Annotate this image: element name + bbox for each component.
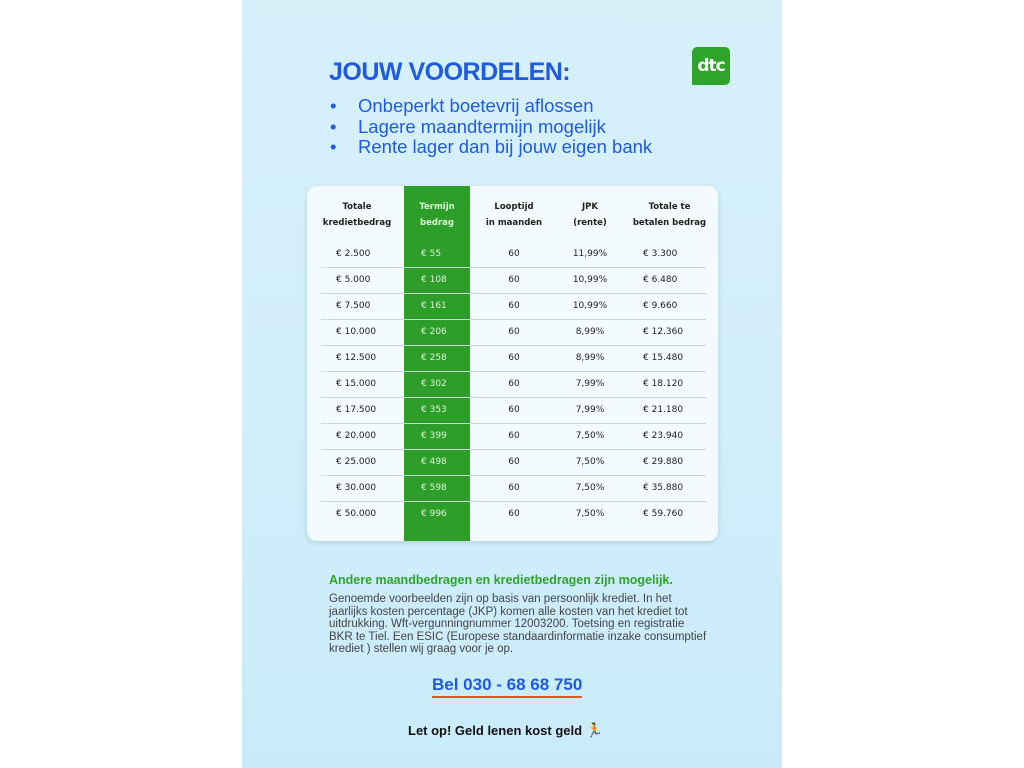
table-cell: € 10.000: [336, 327, 377, 337]
benefit-item: Lagere maandtermijn mogelijk: [330, 116, 652, 138]
table-cell: € 108: [421, 275, 447, 285]
column-header: Totale kredietbedrag: [321, 199, 393, 231]
column-header: Looptijd in maanden: [470, 199, 558, 231]
column-header: Termijn bedrag: [404, 199, 470, 231]
table-cell: € 9.660: [643, 301, 678, 311]
table-cell: 11,99%: [572, 249, 608, 259]
table-cell: € 7.500: [336, 301, 371, 311]
table-cell: € 35.880: [643, 483, 684, 493]
header-line: JPK: [582, 202, 598, 212]
table-cell: € 206: [421, 327, 447, 337]
table-cell: 8,99%: [575, 327, 605, 337]
table-cell: € 23.940: [643, 431, 684, 441]
running-person-icon: 🏃: [585, 722, 604, 738]
table-cell: 7,50%: [575, 509, 605, 519]
header-line: kredietbedrag: [322, 218, 392, 228]
table-cell: € 17.500: [336, 405, 377, 415]
table-cell: € 25.000: [336, 457, 377, 467]
page-title: JOUW VOORDELEN:: [329, 58, 571, 86]
table-cell: 7,99%: [575, 405, 605, 415]
benefit-item: Rente lager dan bij jouw eigen bank: [330, 136, 652, 158]
table-cell: € 12.500: [336, 353, 377, 363]
table-row: € 30.000 € 598 60 7,50% € 35.880: [321, 475, 706, 502]
table-cell: 60: [508, 457, 520, 467]
table-row: € 12.500 € 258 60 8,99% € 15.480: [321, 345, 706, 372]
table-cell: € 59.760: [643, 509, 684, 519]
header-line: Termijn: [419, 202, 455, 212]
table-cell: 8,99%: [575, 353, 605, 363]
table-cell: 60: [508, 483, 520, 493]
table-cell: € 21.180: [643, 405, 684, 415]
note-title: Andere maandbedragen en kredietbedragen …: [329, 573, 673, 587]
table-row: € 2.500 € 55 60 11,99% € 3.300: [321, 241, 706, 268]
table-cell: € 50.000: [336, 509, 377, 519]
table-cell: € 15.480: [643, 353, 684, 363]
table-cell: 60: [508, 379, 520, 389]
table-cell: € 20.000: [336, 431, 377, 441]
table-cell: € 302: [421, 379, 447, 389]
table-cell: € 598: [421, 483, 447, 493]
table-cell: € 353: [421, 405, 447, 415]
table-cell: € 18.120: [643, 379, 684, 389]
table-cell: 60: [508, 509, 520, 519]
table-cell: € 258: [421, 353, 447, 363]
table-cell: € 6.480: [643, 275, 678, 285]
table-row: € 20.000 € 399 60 7,50% € 23.940: [321, 423, 706, 450]
table-row: € 15.000 € 302 60 7,99% € 18.120: [321, 371, 706, 398]
table-cell: 60: [508, 405, 520, 415]
table-cell: € 55: [421, 249, 442, 259]
table-cell: € 2.500: [336, 249, 371, 259]
dtc-logo: dtc: [692, 47, 730, 85]
table-row: € 25.000 € 498 60 7,50% € 29.880: [321, 449, 706, 476]
table-row: € 5.000 € 108 60 10,99% € 6.480: [321, 267, 706, 294]
table-cell: 60: [508, 431, 520, 441]
table-cell: € 996: [421, 509, 447, 519]
table-cell: 60: [508, 327, 520, 337]
phone-link[interactable]: Bel 030 - 68 68 750: [432, 675, 583, 698]
table-cell: 7,99%: [575, 379, 605, 389]
column-header: Totale te betalen bedrag: [621, 199, 718, 231]
benefit-item: Onbeperkt boetevrij aflossen: [330, 95, 652, 117]
disclaimer-text: Genoemde voorbeelden zijn op basis van p…: [329, 593, 707, 655]
table-row: € 17.500 € 353 60 7,99% € 21.180: [321, 397, 706, 424]
table-cell: € 15.000: [336, 379, 377, 389]
header-line: Totale te: [648, 202, 691, 212]
flyer-page: JOUW VOORDELEN: dtc Onbeperkt boetevrij …: [242, 0, 782, 768]
table-cell: € 399: [421, 431, 447, 441]
warning-text: Let op! Geld lenen kost geld: [408, 723, 583, 738]
table-cell: € 29.880: [643, 457, 684, 467]
header-line: bedrag: [420, 218, 454, 228]
warning: Let op! Geld lenen kost geld 🏃: [408, 722, 603, 739]
table-cell: 60: [508, 353, 520, 363]
table-cell: 10,99%: [572, 275, 608, 285]
table-cell: 7,50%: [575, 431, 605, 441]
header-line: Totale: [342, 202, 372, 212]
table-cell: € 12.360: [643, 327, 684, 337]
table-cell: € 3.300: [643, 249, 678, 259]
table-cell: 60: [508, 301, 520, 311]
header-line: betalen bedrag: [632, 218, 707, 228]
header-line: Looptijd: [494, 202, 534, 212]
table-cell: € 5.000: [336, 275, 371, 285]
column-header: JPK (rente): [559, 199, 621, 231]
table-cell: 10,99%: [572, 301, 608, 311]
loan-table: Totale kredietbedrag Termijn bedrag Looptijd…: [307, 186, 718, 541]
table-cell: 7,50%: [575, 457, 605, 467]
table-cell: 60: [508, 275, 520, 285]
highlight-column: [404, 186, 470, 541]
header-line: in maanden: [485, 218, 543, 228]
table-cell: € 30.000: [336, 483, 377, 493]
table-cell: € 161: [421, 301, 447, 311]
benefits-list: Onbeperkt boetevrij aflossen Lagere maan…: [330, 95, 652, 158]
table-cell: 60: [508, 249, 520, 259]
table-row: € 50.000 € 996 60 7,50% € 59.760: [321, 501, 706, 527]
table-row: € 10.000 € 206 60 8,99% € 12.360: [321, 319, 706, 346]
table-row: € 7.500 € 161 60 10,99% € 9.660: [321, 293, 706, 320]
table-cell: 7,50%: [575, 483, 605, 493]
header-line: (rente): [573, 218, 607, 228]
table-cell: € 498: [421, 457, 447, 467]
